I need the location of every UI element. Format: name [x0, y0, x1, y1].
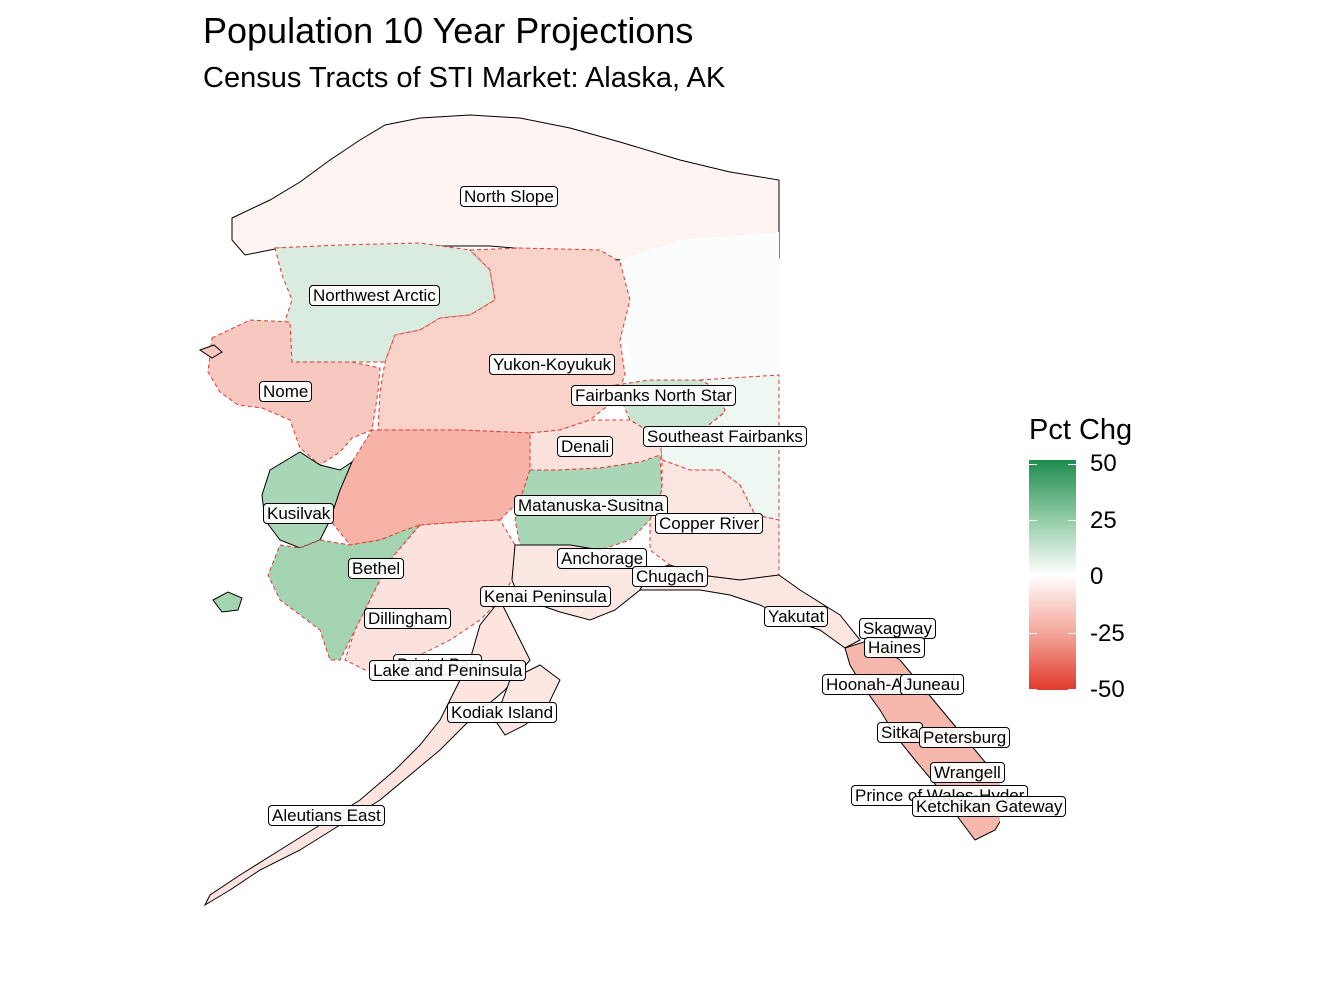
legend-tickmark-neg50-right [1068, 689, 1076, 690]
label-dillingham: Dillingham [364, 608, 452, 629]
region-st-lawrence-island [198, 344, 223, 359]
label-ketchikan-gateway: Ketchikan Gateway [912, 796, 1067, 817]
legend-title: Pct Chg [1029, 414, 1133, 446]
region-yukon-koyukuk [377, 247, 631, 434]
label-chugach: Chugach [632, 566, 709, 587]
label-kusilvak: Kusilvak [263, 503, 335, 524]
label-denali: Denali [557, 436, 614, 457]
label-wrangell: Wrangell [930, 762, 1005, 783]
label-north-slope: North Slope [460, 186, 558, 207]
label-sitka: Sitka [877, 722, 923, 743]
label-skagway: Skagway [859, 618, 936, 639]
legend-tickmark-50 [1029, 464, 1037, 465]
chart-subtitle: Census Tracts of STI Market: Alaska, AK [203, 62, 726, 94]
label-yukon-koyukuk: Yukon-Koyukuk [489, 354, 616, 375]
label-copper-river: Copper River [655, 513, 764, 534]
label-aleutians-east: Aleutians East [268, 805, 385, 826]
chart-title: Population 10 Year Projections [203, 10, 694, 51]
label-haines: Haines [864, 637, 925, 658]
label-lake-and-peninsula: Lake and Peninsula [369, 660, 527, 681]
legend-tick-0: 0 [1090, 563, 1104, 590]
label-juneau: Juneau [900, 674, 964, 695]
legend-tick-50: 50 [1090, 450, 1117, 477]
legend-tickmark-25-right [1068, 520, 1076, 521]
legend-tick-neg25: -25 [1090, 620, 1125, 647]
label-bethel: Bethel [348, 558, 405, 579]
legend-tickmark-neg25-right [1068, 633, 1076, 634]
region-dillingham [344, 519, 516, 671]
legend-tickmark-0 [1029, 576, 1037, 577]
label-nome: Nome [259, 381, 313, 402]
label-fairbanks-north-star: Fairbanks North Star [571, 385, 736, 406]
legend-colorbar [1029, 460, 1076, 690]
legend-tick-neg50: -50 [1090, 676, 1125, 703]
label-petersburg: Petersburg [919, 727, 1011, 748]
region-nunivak-island [212, 591, 243, 613]
legend-tick-25: 25 [1090, 507, 1117, 534]
legend-tickmark-neg50 [1029, 689, 1037, 690]
label-yakutat: Yakutat [764, 606, 829, 627]
alaska-map [198, 114, 1000, 907]
legend-tickmark-25 [1029, 520, 1037, 521]
legend-tickmark-0-right [1068, 576, 1076, 577]
label-anchorage: Anchorage [557, 548, 648, 569]
label-kenai-peninsula: Kenai Peninsula [480, 586, 611, 607]
legend-tickmark-50-right [1068, 464, 1076, 465]
label-southeast-fairbanks: Southeast Fairbanks [643, 426, 807, 447]
region-east-interior [620, 232, 779, 380]
label-northwest-arctic: Northwest Arctic [309, 285, 440, 306]
legend-tickmark-neg25 [1029, 633, 1037, 634]
label-kodiak-island: Kodiak Island [447, 702, 558, 723]
label-matanuska-susitna: Matanuska-Susitna [514, 495, 668, 516]
